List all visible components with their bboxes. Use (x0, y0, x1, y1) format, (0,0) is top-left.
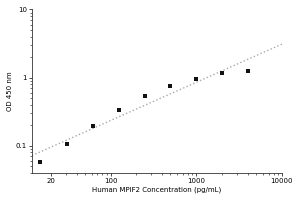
Point (168, 85, 173, 88)
X-axis label: Human MPIF2 Concentration (pg/mL): Human MPIF2 Concentration (pg/mL) (92, 187, 221, 193)
Point (91, 124, 96, 128)
Y-axis label: OD 450 nm: OD 450 nm (7, 71, 13, 111)
Point (65, 142, 70, 145)
Point (116, 109, 121, 112)
Point (142, 95, 147, 98)
Point (194, 78, 199, 81)
Point (220, 72, 224, 75)
Point (245, 69, 250, 73)
Point (38, 160, 43, 164)
